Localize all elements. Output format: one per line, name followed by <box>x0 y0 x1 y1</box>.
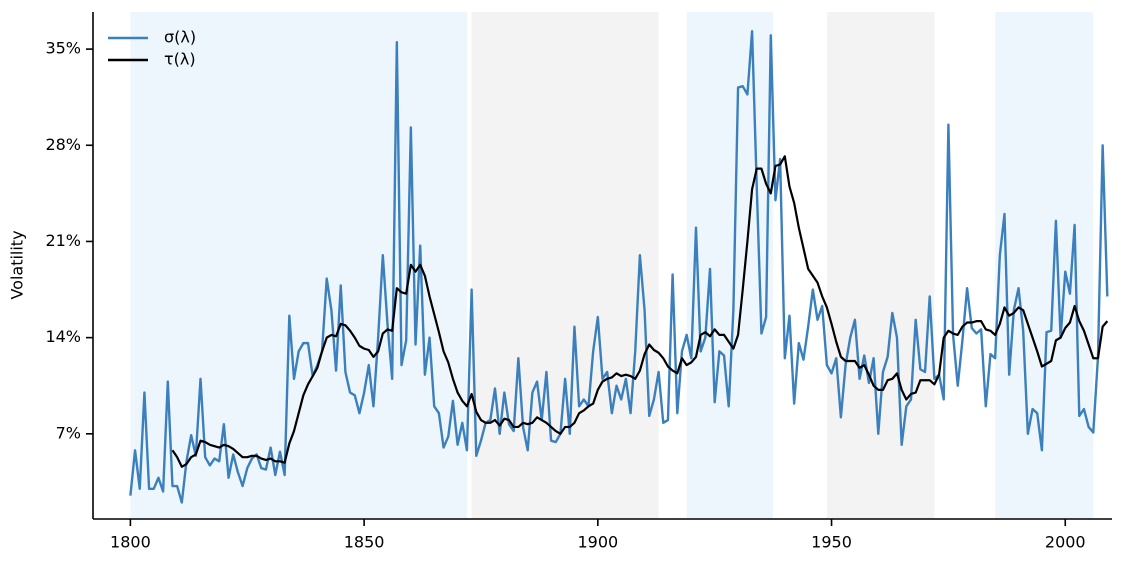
x-tick-label: 2000 <box>1045 533 1086 552</box>
x-tick-label: 1850 <box>344 533 385 552</box>
y-tick-label: 21% <box>45 231 81 250</box>
shaded-region <box>826 12 935 519</box>
shaded-region <box>130 12 467 519</box>
y-tick-label: 35% <box>45 39 81 58</box>
x-tick-label: 1800 <box>110 533 151 552</box>
series-line <box>129 30 1109 504</box>
legend-label: σ(λ) <box>164 28 196 47</box>
shaded-region <box>471 12 659 519</box>
legend-label: τ(λ) <box>164 50 196 69</box>
y-axis-label: Volatility <box>8 230 27 299</box>
y-tick-label: 7% <box>56 423 81 442</box>
series-line <box>171 155 1109 468</box>
x-tick-label: 1900 <box>577 533 618 552</box>
shaded-region <box>995 12 1094 519</box>
y-tick-label: 14% <box>45 327 81 346</box>
x-tick-label: 1950 <box>811 533 852 552</box>
y-tick-label: 28% <box>45 135 81 154</box>
